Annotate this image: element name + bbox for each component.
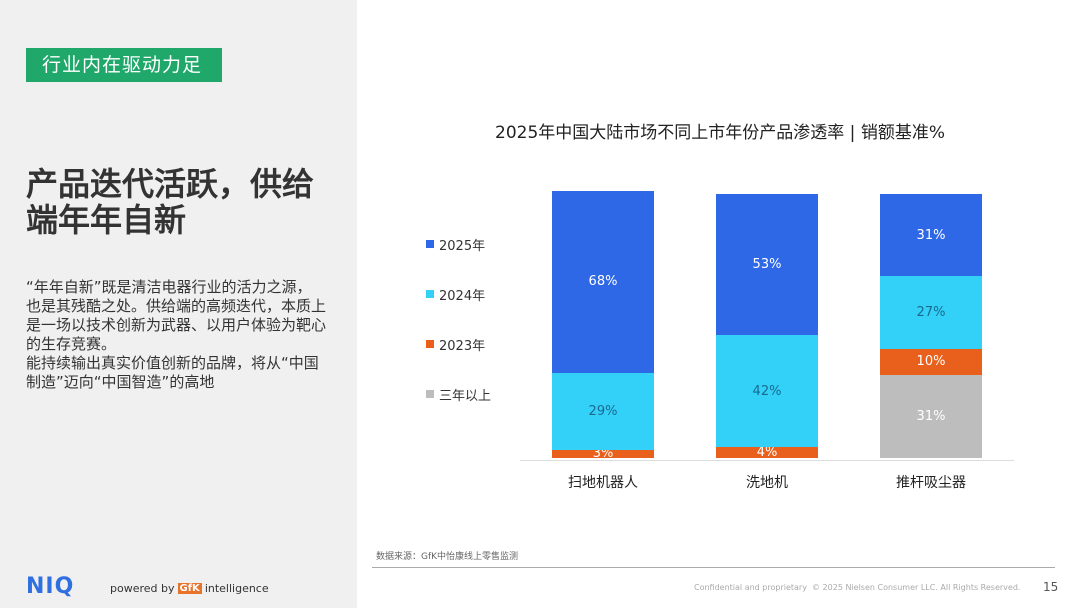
gfk-logo: GfK — [177, 583, 202, 594]
legend-label: 2024年 — [439, 288, 486, 304]
data-label: 29% — [588, 403, 618, 419]
bar-segment: 29% — [552, 372, 654, 450]
body-text: “年年自新”既是清洁电器行业的活力之源，也是其残酷之处。供给端的高频迭代，本质上… — [26, 278, 326, 392]
intelligence-text: intelligence — [204, 582, 269, 595]
bar-segment: 31% — [880, 375, 982, 458]
legend-label: 2023年 — [439, 338, 486, 354]
data-label: 4% — [756, 445, 778, 461]
data-source: 数据来源：GfK中怡康线上零售监测 — [376, 552, 519, 562]
category-label: 扫地机器人 — [568, 475, 638, 491]
copyright-text: © 2025 Nielsen Consumer LLC. All Rights … — [812, 583, 1021, 592]
bar-segment: 3% — [552, 446, 654, 461]
headline: 产品迭代活跃，供给端年年自新 — [26, 165, 315, 239]
powered-by-gfk: powered by GfK intelligence — [110, 582, 269, 595]
section-tag: 行业内在驱动力足 — [26, 48, 222, 82]
legend-item: 2024年 — [426, 286, 491, 304]
confidential-text: Confidential and proprietary — [694, 583, 807, 592]
page-number: 15 — [1043, 580, 1059, 594]
data-label: 31% — [916, 227, 946, 243]
x-axis — [520, 460, 1014, 461]
category-label: 推杆吸尘器 — [896, 475, 966, 491]
bar-segment: 42% — [716, 335, 818, 448]
legend-label: 2025年 — [439, 238, 486, 254]
paragraph: “年年自新”既是清洁电器行业的活力之源，也是其残酷之处。供给端的高频迭代，本质上… — [26, 278, 327, 353]
footer-divider — [372, 567, 1055, 568]
legend-label: 三年以上 — [439, 388, 492, 404]
niq-logo: NIQ — [26, 574, 75, 599]
data-label: 53% — [752, 256, 782, 272]
data-label: 27% — [916, 304, 946, 320]
bar-segment: 27% — [880, 276, 982, 349]
legend-item: 2025年 — [426, 236, 491, 254]
bar-segment: 4% — [716, 445, 818, 461]
legend-item: 2023年 — [426, 336, 491, 354]
left-panel: 行业内在驱动力足 产品迭代活跃，供给端年年自新 “年年自新”既是清洁电器行业的活… — [0, 0, 357, 608]
bar-segment: 53% — [716, 193, 818, 336]
chart-title: 2025年中国大陆市场不同上市年份产品渗透率 | 销额基准% — [495, 123, 945, 143]
legend-swatch — [426, 390, 434, 398]
data-label: 42% — [752, 383, 782, 399]
bar-segment: 10% — [880, 348, 982, 376]
paragraph: 能持续输出真实价值创新的品牌，将从“中国制造”迈向“中国智造”的高地 — [26, 354, 319, 391]
legend-swatch — [426, 290, 434, 298]
data-label: 31% — [916, 409, 946, 425]
powered-by-text: powered by — [110, 582, 175, 595]
legend-swatch — [426, 240, 434, 248]
data-label: 10% — [916, 354, 946, 370]
bar-segment: 68% — [552, 191, 654, 373]
data-label: 3% — [592, 446, 614, 462]
bar-segment: 31% — [880, 193, 982, 277]
legend-swatch — [426, 340, 434, 348]
legend-item: 三年以上 — [426, 386, 492, 404]
chart-legend: 2025年 2024年 2023年三年以上 — [426, 236, 491, 436]
data-label: 68% — [588, 274, 618, 290]
category-label: 洗地机 — [746, 475, 788, 491]
